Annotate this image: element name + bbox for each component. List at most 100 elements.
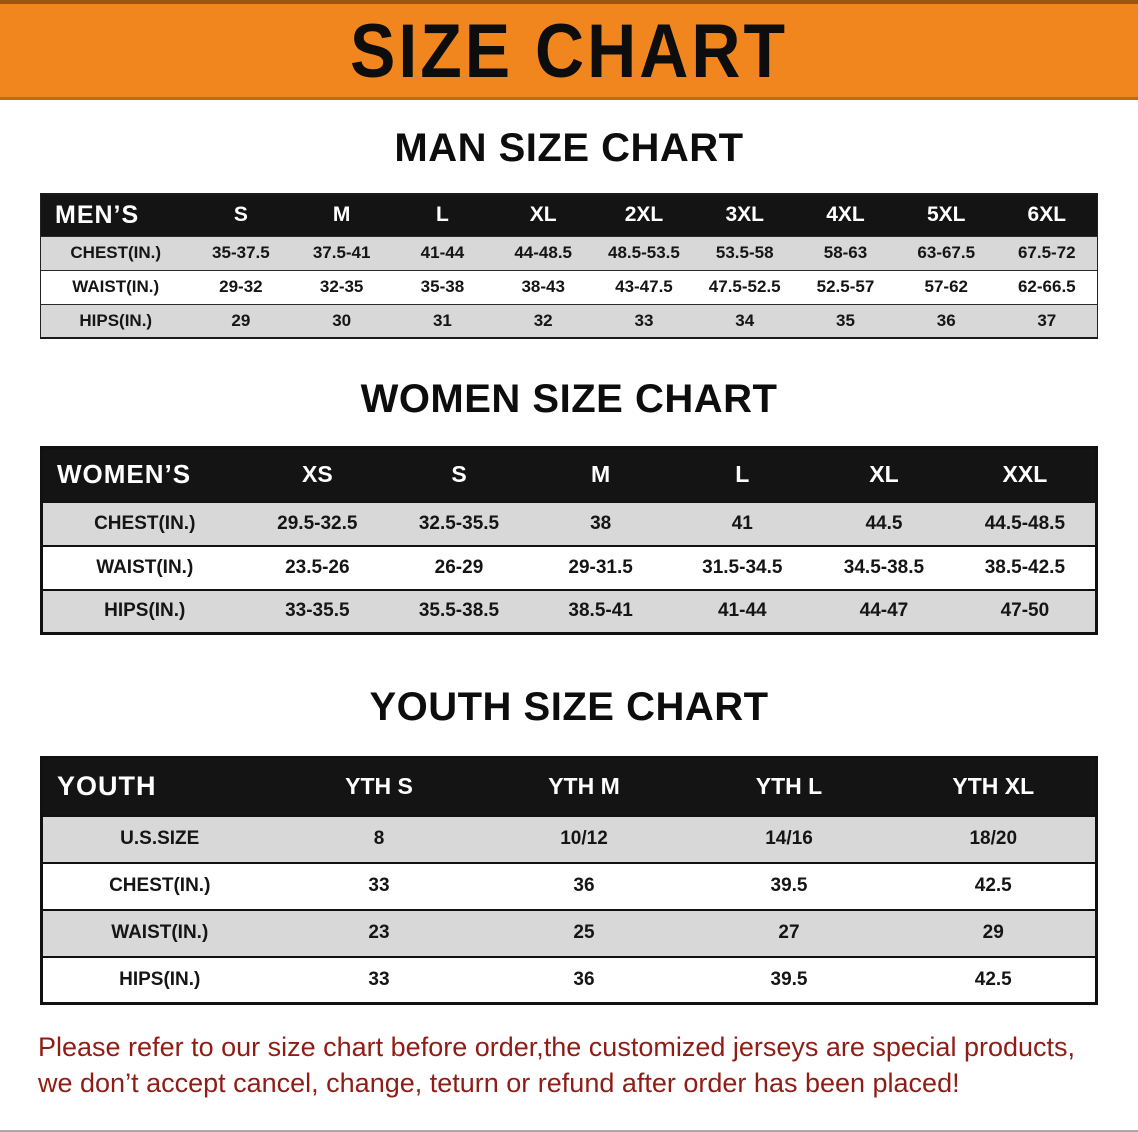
table-cell: 62-66.5 xyxy=(996,269,1098,304)
table-cell: 57-62 xyxy=(895,269,997,304)
youth-section: YOUTH SIZE CHART YOUTH YTH S YTH M YTH L YTH… xyxy=(0,685,1138,1005)
table-cell: 38.5-42.5 xyxy=(954,544,1097,590)
column-header: 2XL xyxy=(593,194,695,236)
row-label: HIPS(IN.) xyxy=(41,955,277,1004)
table-cell: 52.5-57 xyxy=(795,269,896,304)
table-row: WAIST(IN.) 29-32 32-35 35-38 38-43 43-47.5 47.… xyxy=(40,269,1098,304)
table-cell: 29 xyxy=(190,303,292,338)
column-header: S xyxy=(190,194,292,236)
row-label: WAIST(IN.) xyxy=(41,908,277,957)
table-cell: 67.5-72 xyxy=(996,235,1098,270)
column-header: YTH M xyxy=(481,757,687,816)
table-row: WAIST(IN.) 23 25 27 29 xyxy=(41,908,1097,957)
footer-note: Please refer to our size chart before or… xyxy=(38,1029,1100,1101)
table-cell: 35-37.5 xyxy=(190,235,292,270)
row-label: HIPS(IN.) xyxy=(40,303,191,338)
table-cell: 38 xyxy=(529,500,672,546)
column-header: L xyxy=(392,194,493,236)
table-row: CHEST(IN.) 33 36 39.5 42.5 xyxy=(41,861,1097,910)
table-cell: 39.5 xyxy=(686,955,892,1004)
table-cell: 37.5-41 xyxy=(291,235,393,270)
table-cell: 30 xyxy=(291,303,393,338)
table-cell: 31.5-34.5 xyxy=(671,544,814,590)
column-header: YTH XL xyxy=(891,757,1097,816)
table-cell: 35 xyxy=(795,303,896,338)
row-label: HIPS(IN.) xyxy=(41,588,247,634)
table-cell: 47-50 xyxy=(954,588,1097,634)
column-header: 6XL xyxy=(996,194,1098,236)
women-section: WOMEN SIZE CHART WOMEN’S XS S M L XL XXL CHEST(… xyxy=(0,377,1138,635)
table-cell: 34 xyxy=(694,303,796,338)
table-title: MEN’S xyxy=(40,194,191,236)
table-cell: 58-63 xyxy=(795,235,896,270)
table-cell: 33 xyxy=(276,861,482,910)
table-cell: 29-32 xyxy=(190,269,292,304)
men-section-heading: MAN SIZE CHART xyxy=(394,126,744,170)
size-table: YOUTH YTH S YTH M YTH L YTH XL U.S.SIZE 8 10/12… xyxy=(40,756,1098,1005)
row-label: WAIST(IN.) xyxy=(40,269,191,304)
column-header: L xyxy=(671,447,814,502)
table-cell: 41 xyxy=(671,500,814,546)
table-cell: 41-44 xyxy=(671,588,814,634)
table-cell: 48.5-53.5 xyxy=(593,235,695,270)
table-cell: 53.5-58 xyxy=(694,235,796,270)
table-cell: 41-44 xyxy=(392,235,493,270)
column-header: M xyxy=(529,447,672,502)
row-label: CHEST(IN.) xyxy=(41,861,277,910)
table-title: YOUTH xyxy=(41,757,277,816)
table-cell: 29.5-32.5 xyxy=(246,500,389,546)
table-cell: 38.5-41 xyxy=(529,588,672,634)
table-cell: 35-38 xyxy=(392,269,493,304)
table-row: WAIST(IN.) 23.5-26 26-29 29-31.5 31.5-34.5 34… xyxy=(41,544,1097,590)
table-row: U.S.SIZE 8 10/12 14/16 18/20 xyxy=(41,814,1097,863)
table-row: HIPS(IN.) 33-35.5 35.5-38.5 38.5-41 41-44 44-… xyxy=(41,588,1097,634)
column-header: S xyxy=(388,447,530,502)
table-cell: 23.5-26 xyxy=(246,544,389,590)
table-cell: 25 xyxy=(481,908,687,957)
column-header: 3XL xyxy=(694,194,796,236)
column-header: 4XL xyxy=(795,194,896,236)
row-label: WAIST(IN.) xyxy=(41,544,247,590)
table-cell: 63-67.5 xyxy=(895,235,997,270)
table-cell: 32 xyxy=(492,303,594,338)
bottom-edge-line xyxy=(0,1130,1138,1132)
column-header: M xyxy=(291,194,393,236)
table-cell: 42.5 xyxy=(891,861,1097,910)
column-header: XS xyxy=(246,447,389,502)
column-header: YTH L xyxy=(686,757,892,816)
table-cell: 10/12 xyxy=(481,814,687,863)
table-row: CHEST(IN.) 29.5-32.5 32.5-35.5 38 41 44.5 44.5… xyxy=(41,500,1097,546)
table-cell: 44.5-48.5 xyxy=(954,500,1097,546)
table-cell: 8 xyxy=(276,814,482,863)
table-cell: 35.5-38.5 xyxy=(388,588,530,634)
table-cell: 33 xyxy=(593,303,695,338)
table-cell: 39.5 xyxy=(686,861,892,910)
row-label: U.S.SIZE xyxy=(41,814,277,863)
table-row: HIPS(IN.) 33 36 39.5 42.5 xyxy=(41,955,1097,1004)
table-cell: 29 xyxy=(891,908,1097,957)
row-label: CHEST(IN.) xyxy=(41,500,247,546)
table-cell: 34.5-38.5 xyxy=(813,544,955,590)
column-header: XL xyxy=(492,194,594,236)
table-cell: 36 xyxy=(895,303,997,338)
table-cell: 47.5-52.5 xyxy=(694,269,796,304)
men-section: MAN SIZE CHART MEN’S S M L XL 2XL 3XL 4XL 5XL 6XL… xyxy=(0,126,1138,339)
table-cell: 32-35 xyxy=(291,269,393,304)
column-header: XXL xyxy=(954,447,1097,502)
size-table: WOMEN’S XS S M L XL XXL CHEST(IN.) 29.5-32.5 32.5… xyxy=(40,446,1098,635)
table-row: HIPS(IN.) 29 30 31 32 33 34 35 36 37 xyxy=(40,303,1098,338)
header-row: MEN’S S M L XL 2XL 3XL 4XL 5XL 6XL xyxy=(40,194,1098,236)
table-cell: 33-35.5 xyxy=(246,588,389,634)
page-title: SIZE CHART xyxy=(350,7,788,94)
column-header: YTH S xyxy=(276,757,482,816)
table-title: WOMEN’S xyxy=(41,447,247,502)
youth-section-heading: YOUTH SIZE CHART xyxy=(369,685,769,729)
table-cell: 44-48.5 xyxy=(492,235,594,270)
table-cell: 42.5 xyxy=(891,955,1097,1004)
men-size-table-container: MEN’S S M L XL 2XL 3XL 4XL 5XL 6XL CHEST(IN.) 35-37… xyxy=(40,193,1098,339)
header-row: YOUTH YTH S YTH M YTH L YTH XL xyxy=(41,757,1097,816)
table-cell: 26-29 xyxy=(388,544,530,590)
women-size-table-container: WOMEN’S XS S M L XL XXL CHEST(IN.) 29.5-32.5 32.5… xyxy=(40,446,1098,635)
banner: SIZE CHART xyxy=(0,0,1138,100)
